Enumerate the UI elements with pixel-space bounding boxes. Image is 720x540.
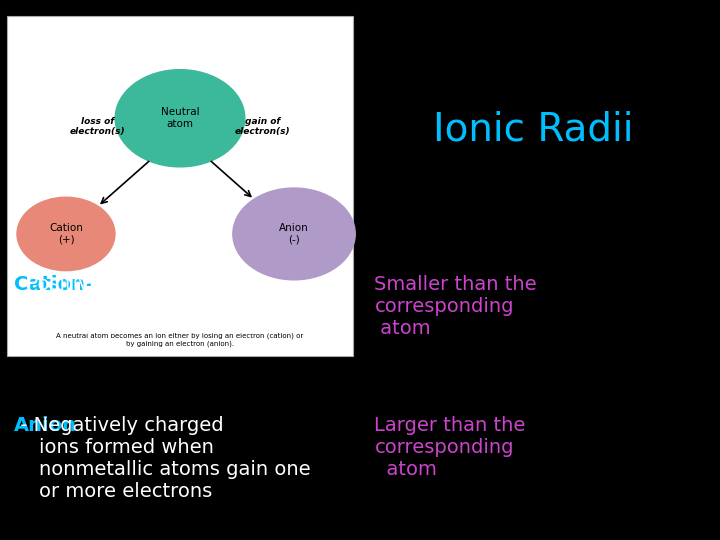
Text: Cation-: Cation- <box>14 275 94 294</box>
Text: Neutral
atom: Neutral atom <box>161 107 199 129</box>
Text: Larger than the
corresponding
  atom: Larger than the corresponding atom <box>374 416 526 479</box>
Circle shape <box>17 197 115 271</box>
Text: Anion: Anion <box>14 416 78 435</box>
Circle shape <box>233 188 355 280</box>
Text: Smaller than the
corresponding
 atom: Smaller than the corresponding atom <box>374 275 537 339</box>
Circle shape <box>115 70 245 167</box>
Text: Positively charged ions
    formed when an atom of a
    metal loses one or more: Positively charged ions formed when an a… <box>14 275 299 360</box>
Text: loss of
electron(s): loss of electron(s) <box>69 117 125 136</box>
Text: Cation
(+): Cation (+) <box>49 223 83 245</box>
Text: Anion
(-): Anion (-) <box>279 223 309 245</box>
Text: Ionic Radii: Ionic Radii <box>433 111 633 148</box>
Text: - Negatively charged
    ions formed when
    nonmetallic atoms gain one
    or : - Negatively charged ions formed when no… <box>14 416 311 501</box>
Text: gain of
electron(s): gain of electron(s) <box>235 117 291 136</box>
FancyBboxPatch shape <box>7 16 353 356</box>
Text: A neutral atom becomes an ion either by losing an electron (cation) or
by gainin: A neutral atom becomes an ion either by … <box>56 333 304 347</box>
